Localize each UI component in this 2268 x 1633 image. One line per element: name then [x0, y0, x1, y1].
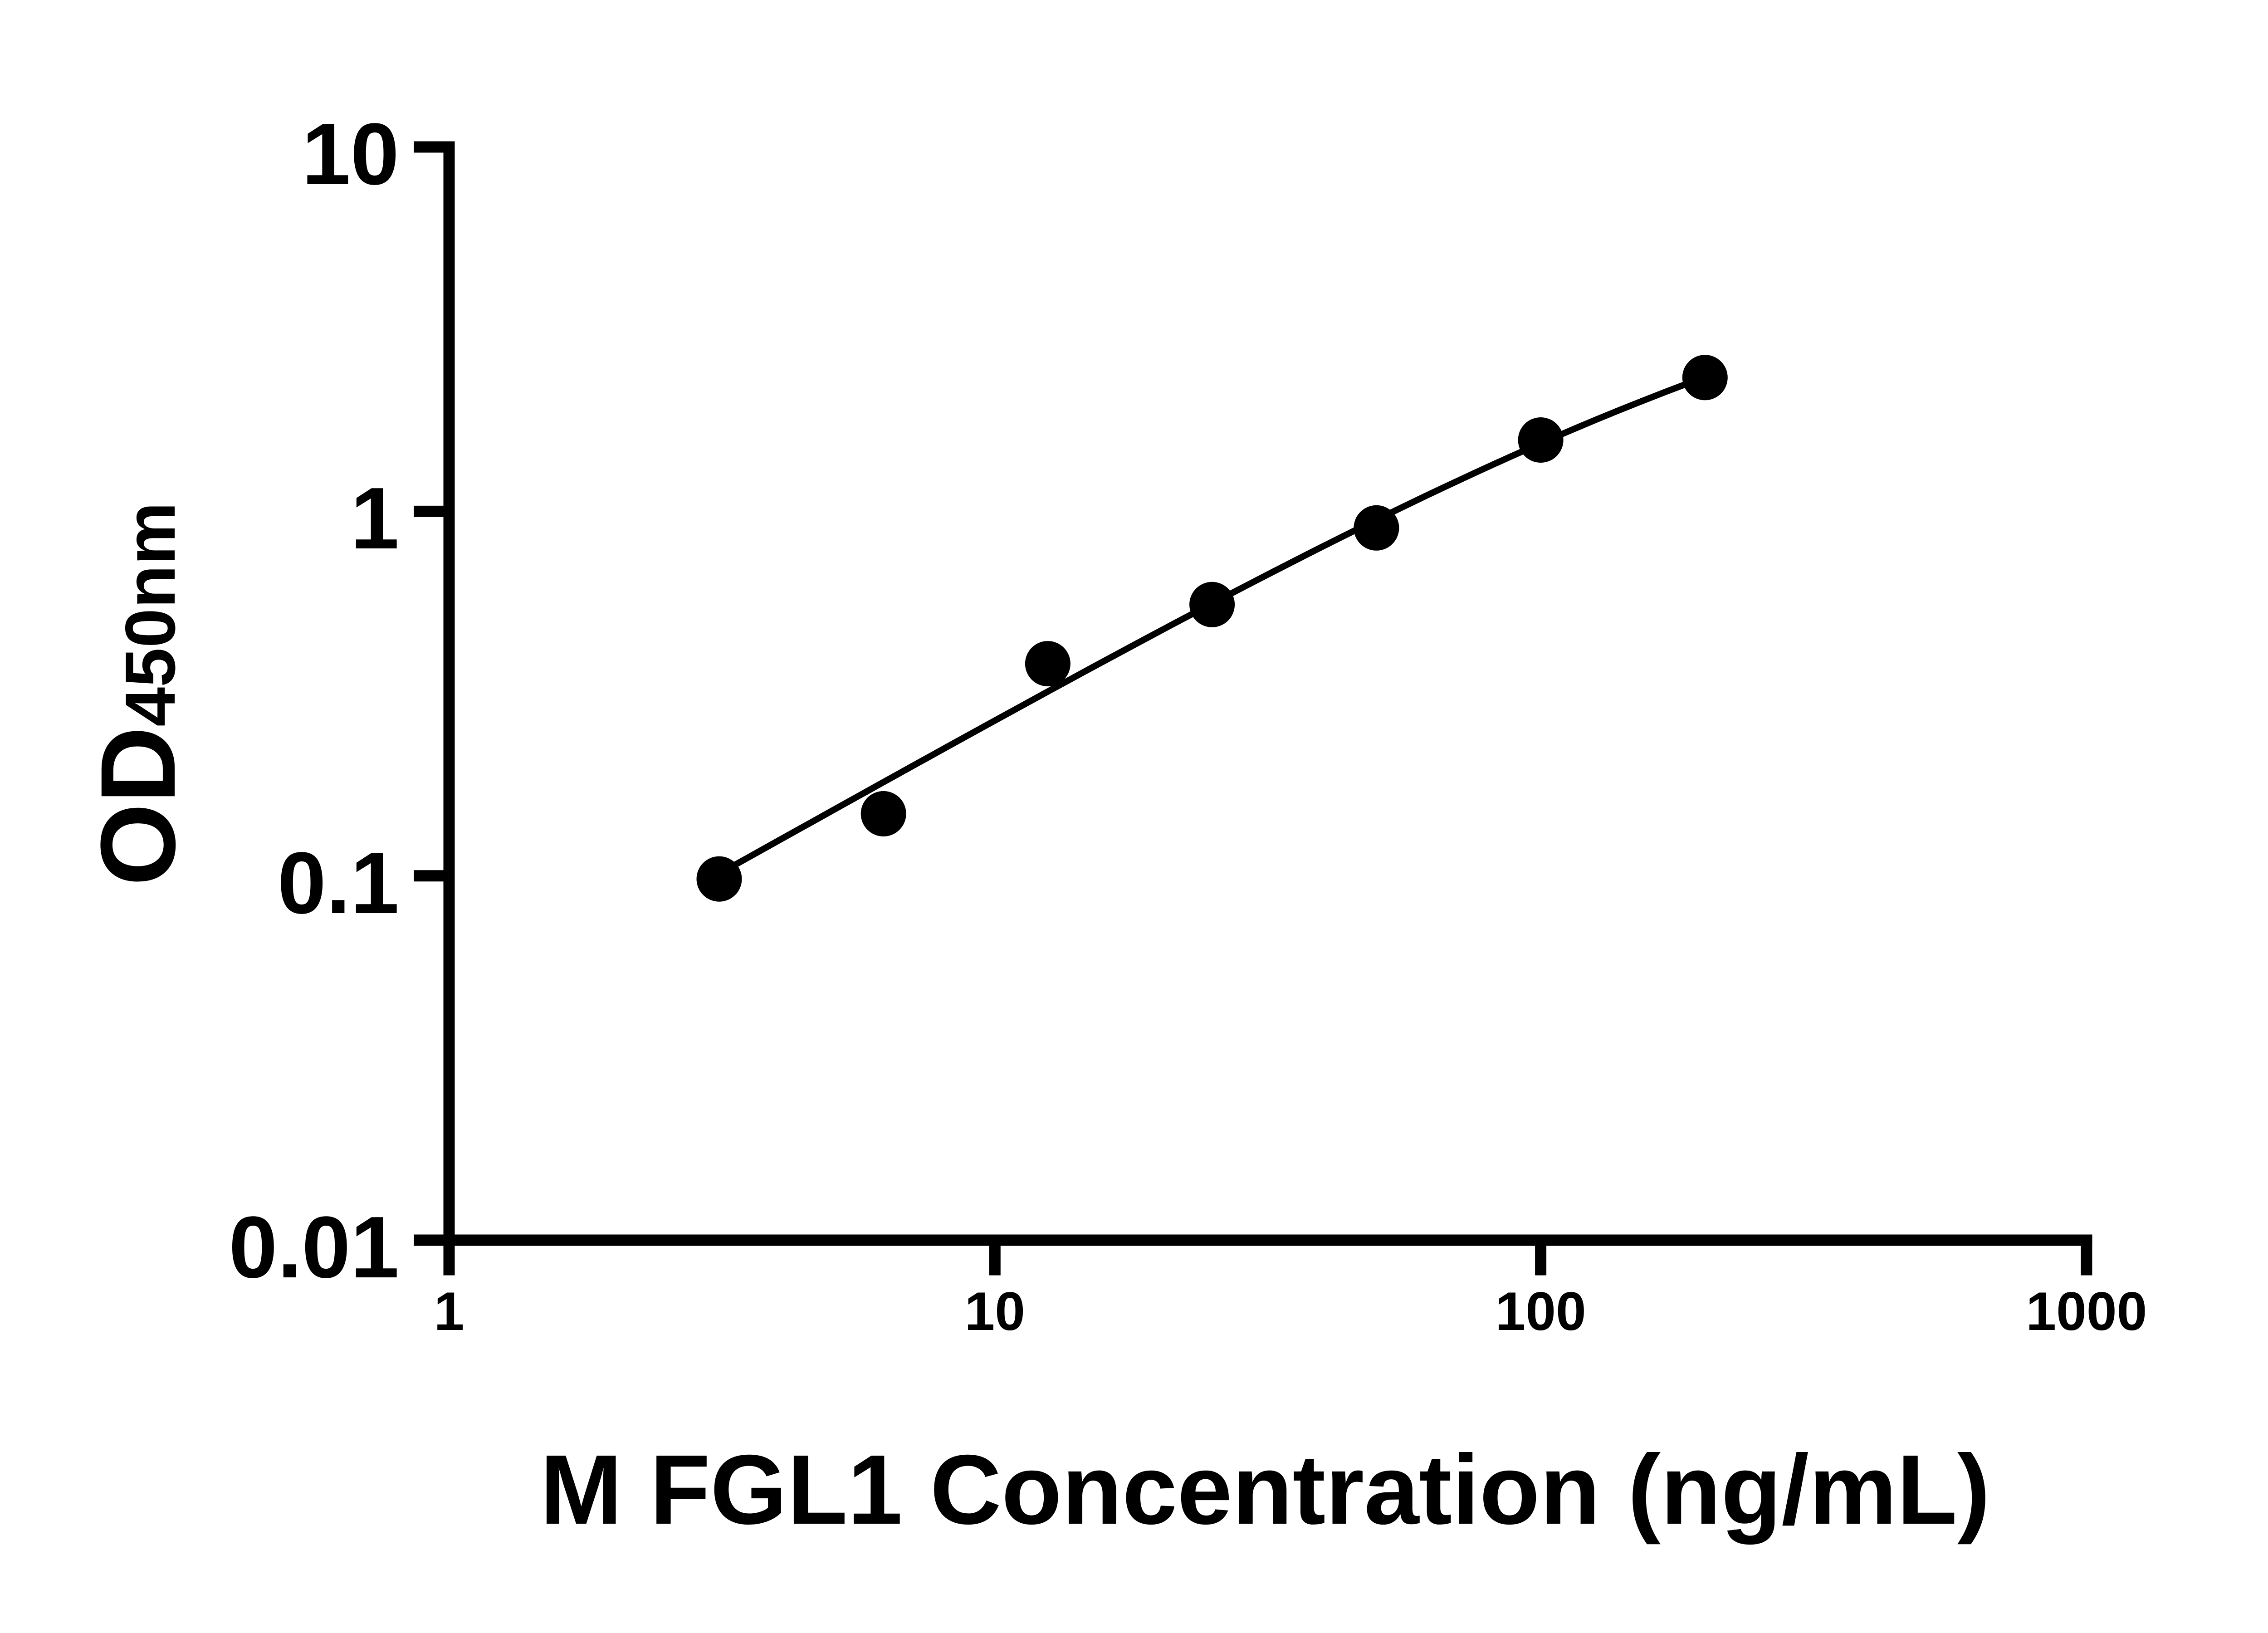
svg-text:10: 10: [965, 1281, 1025, 1342]
svg-text:OD450nm: OD450nm: [78, 502, 197, 886]
svg-text:100: 100: [1495, 1281, 1586, 1342]
svg-text:0.01: 0.01: [229, 1198, 399, 1296]
svg-text:1: 1: [434, 1281, 464, 1342]
svg-text:10: 10: [302, 105, 399, 203]
svg-text:1000: 1000: [2026, 1281, 2147, 1342]
svg-text:1: 1: [351, 469, 399, 567]
svg-text:M FGL1 Concentration (ng/mL): M FGL1 Concentration (ng/mL): [540, 1435, 1990, 1545]
svg-text:0.1: 0.1: [278, 834, 399, 932]
